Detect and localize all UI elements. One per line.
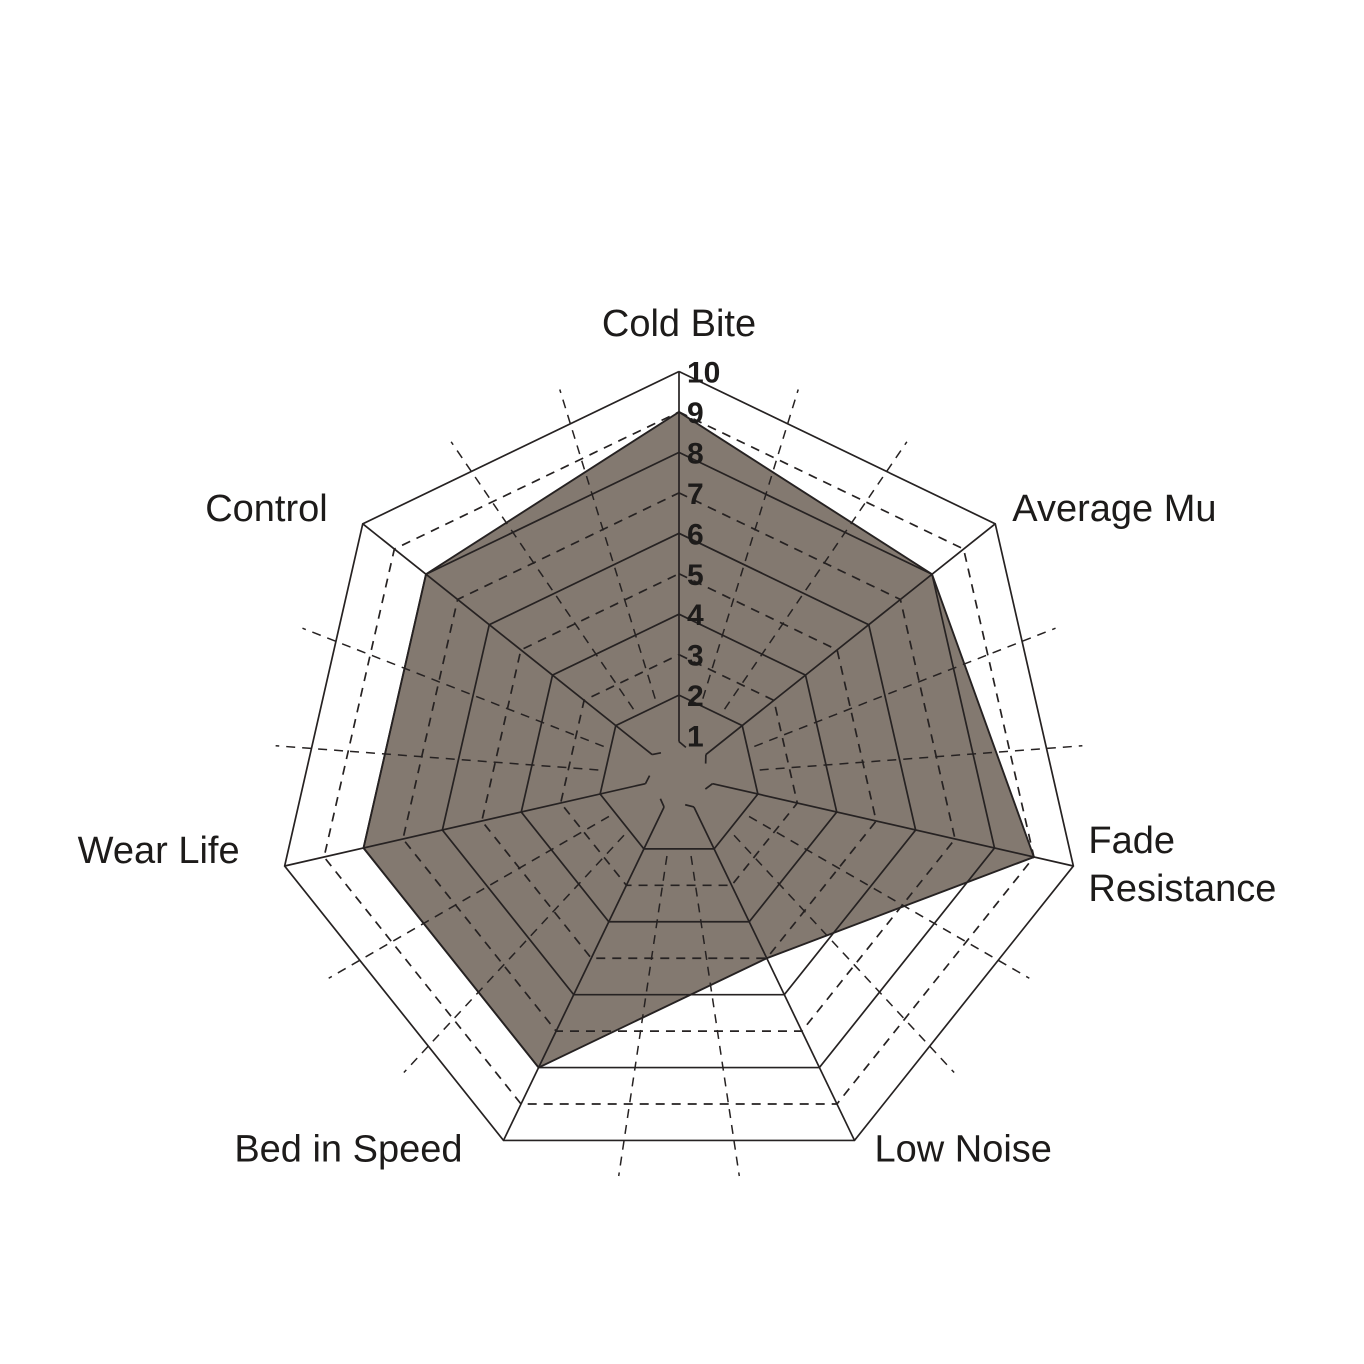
svg-text:Wear Life: Wear Life bbox=[78, 830, 240, 872]
svg-text:Low Noise: Low Noise bbox=[875, 1128, 1052, 1170]
svg-text:Average Mu: Average Mu bbox=[1012, 488, 1216, 530]
svg-text:1: 1 bbox=[687, 721, 704, 754]
svg-text:Fade: Fade bbox=[1088, 820, 1175, 862]
svg-text:Bed in Speed: Bed in Speed bbox=[234, 1128, 462, 1170]
svg-text:10: 10 bbox=[687, 357, 720, 390]
svg-text:5: 5 bbox=[687, 559, 704, 592]
svg-text:7: 7 bbox=[687, 478, 704, 511]
svg-text:Cold Bite: Cold Bite bbox=[602, 303, 756, 345]
svg-text:6: 6 bbox=[687, 518, 704, 551]
svg-text:8: 8 bbox=[687, 437, 704, 470]
svg-text:Resistance: Resistance bbox=[1088, 868, 1276, 910]
svg-text:2: 2 bbox=[687, 680, 704, 713]
svg-text:4: 4 bbox=[687, 599, 704, 632]
svg-text:3: 3 bbox=[687, 640, 704, 673]
svg-text:9: 9 bbox=[687, 397, 704, 430]
svg-text:Control: Control bbox=[205, 488, 328, 530]
